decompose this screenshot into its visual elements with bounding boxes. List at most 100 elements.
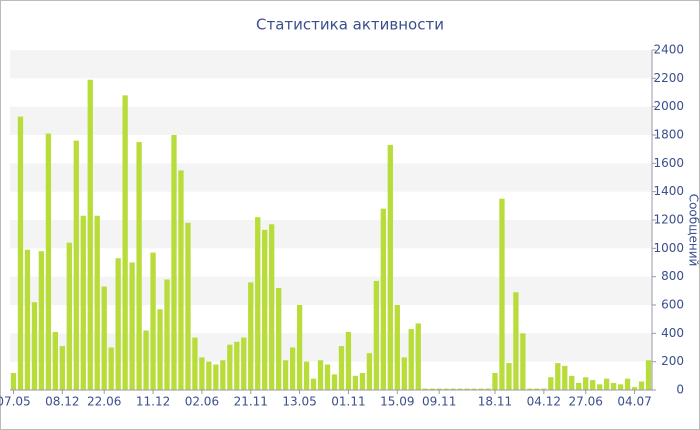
bar [178, 170, 184, 390]
bar [422, 388, 428, 390]
chart-title: Статистика активности [256, 16, 444, 34]
x-tick-label: 15.09 [380, 395, 414, 409]
bar [101, 286, 107, 390]
bar [282, 360, 289, 390]
bar [380, 208, 386, 390]
y-tick-label: 1600 [653, 156, 684, 170]
bar [485, 388, 491, 390]
bar [38, 251, 45, 390]
bar [583, 377, 589, 390]
bar [80, 215, 86, 390]
bar [359, 373, 366, 390]
bar [199, 357, 205, 390]
bar [262, 229, 268, 390]
bar [464, 388, 470, 390]
bar [331, 374, 338, 390]
bar [450, 388, 456, 390]
bar [143, 330, 149, 390]
bar [115, 258, 121, 390]
bar [136, 142, 142, 390]
bar [562, 365, 568, 390]
bar [248, 282, 254, 390]
y-tick-label: 2400 [653, 43, 684, 57]
bar [513, 292, 519, 390]
bar [597, 384, 603, 390]
y-tick-label: 0 [676, 383, 684, 397]
bar [220, 360, 226, 390]
y-tick-label: 1200 [653, 213, 684, 227]
bar [227, 344, 233, 390]
y-tick-label: 600 [661, 298, 684, 312]
bar [534, 388, 540, 390]
bar [520, 333, 526, 390]
bar [276, 288, 282, 390]
bar [192, 337, 198, 390]
bar [541, 388, 547, 390]
bar [387, 144, 393, 390]
y-axis-label: Сообщений [687, 194, 700, 267]
bar [345, 331, 352, 390]
y-tick-label: 2200 [653, 71, 684, 85]
bar [213, 364, 219, 390]
bar [129, 262, 135, 390]
bar [569, 375, 575, 390]
bar [122, 95, 128, 390]
bar [610, 382, 617, 390]
bar [366, 353, 373, 390]
bar [548, 377, 554, 390]
bar [631, 387, 638, 390]
bar [164, 279, 170, 390]
bar [429, 388, 435, 390]
bar [645, 360, 652, 390]
bar [269, 224, 275, 390]
bar [303, 361, 310, 390]
bar [171, 135, 177, 390]
bar [150, 252, 156, 390]
bar [436, 388, 442, 390]
bar [506, 363, 512, 390]
bar [527, 388, 533, 390]
bar [157, 309, 163, 390]
bar [87, 79, 93, 390]
bar [206, 361, 212, 390]
bar [241, 337, 247, 390]
x-tick-label: 07.05 [0, 395, 31, 409]
bar [617, 384, 624, 390]
bar [234, 341, 240, 390]
bar [499, 198, 505, 390]
bar [255, 217, 261, 390]
x-tick-label: 09.11 [422, 395, 456, 409]
bar [603, 378, 610, 390]
bar [624, 378, 631, 390]
bar [324, 364, 331, 390]
x-tick-label: 08.12 [45, 395, 79, 409]
bar [296, 305, 303, 390]
bar [555, 363, 561, 390]
bar [638, 381, 645, 390]
grid-band [10, 50, 652, 79]
x-tick-label: 01.11 [331, 395, 365, 409]
x-tick-label: 02.06 [185, 395, 219, 409]
bar [443, 388, 449, 390]
bar [576, 382, 582, 390]
x-tick-label: 13.05 [282, 395, 316, 409]
bar [17, 116, 24, 390]
y-tick-label: 1800 [653, 128, 684, 142]
x-tick-label: 04.12 [527, 395, 561, 409]
grid-band [10, 106, 652, 135]
bar [45, 133, 52, 391]
y-tick-label: 2000 [653, 99, 684, 113]
bar [24, 249, 31, 390]
bar [310, 378, 317, 390]
y-tick-label: 1000 [653, 241, 684, 255]
bar [457, 388, 463, 390]
y-tick-label: 800 [661, 269, 684, 283]
bar [408, 329, 414, 390]
bar [66, 242, 72, 390]
y-tick-label: 1400 [653, 184, 684, 198]
bar [394, 305, 400, 390]
x-tick-label: 18.11 [478, 395, 512, 409]
bar [401, 357, 407, 390]
bar [73, 140, 79, 390]
